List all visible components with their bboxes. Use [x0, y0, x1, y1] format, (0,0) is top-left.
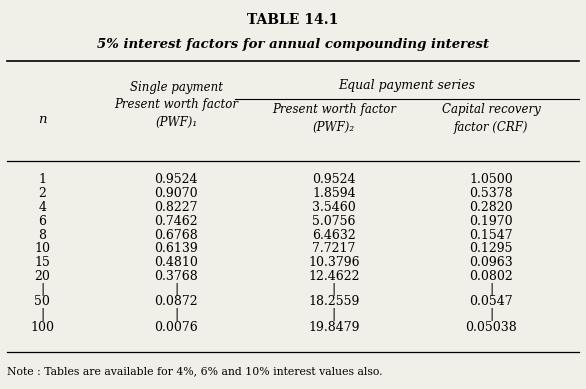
Text: 0.05038: 0.05038	[465, 321, 517, 334]
Text: |: |	[174, 283, 179, 296]
Text: 12.4622: 12.4622	[308, 270, 360, 283]
Text: 4: 4	[38, 201, 46, 214]
Text: Present worth factor: Present worth factor	[114, 98, 239, 111]
Text: (PWF)₂: (PWF)₂	[313, 121, 355, 134]
Text: |: |	[332, 283, 336, 296]
Text: 0.0802: 0.0802	[469, 270, 513, 283]
Text: 3.5460: 3.5460	[312, 201, 356, 214]
Text: 0.1295: 0.1295	[469, 242, 513, 256]
Text: 100: 100	[30, 321, 54, 334]
Text: Present worth factor: Present worth factor	[272, 103, 396, 116]
Text: 5.0756: 5.0756	[312, 215, 356, 228]
Text: n: n	[38, 113, 46, 126]
Text: 15: 15	[34, 256, 50, 269]
Text: 1.0500: 1.0500	[469, 173, 513, 186]
Text: 6: 6	[38, 215, 46, 228]
Text: Capital recovery: Capital recovery	[442, 103, 541, 116]
Text: Note : Tables are available for 4%, 6% and 10% interest values also.: Note : Tables are available for 4%, 6% a…	[7, 366, 383, 376]
Text: 7.7217: 7.7217	[312, 242, 356, 256]
Text: 18.2559: 18.2559	[308, 295, 360, 308]
Text: |: |	[489, 308, 493, 321]
Text: |: |	[174, 308, 179, 321]
Text: 1: 1	[38, 173, 46, 186]
Text: TABLE 14.1: TABLE 14.1	[247, 13, 339, 27]
Text: 0.3768: 0.3768	[155, 270, 198, 283]
Text: 0.6139: 0.6139	[155, 242, 198, 256]
Text: |: |	[40, 308, 45, 321]
Text: 0.9070: 0.9070	[155, 187, 198, 200]
Text: 0.4810: 0.4810	[155, 256, 198, 269]
Text: 0.1970: 0.1970	[469, 215, 513, 228]
Text: 0.2820: 0.2820	[469, 201, 513, 214]
Text: |: |	[332, 308, 336, 321]
Text: 0.0872: 0.0872	[155, 295, 198, 308]
Text: 0.5378: 0.5378	[469, 187, 513, 200]
Text: 0.8227: 0.8227	[155, 201, 198, 214]
Text: 10.3796: 10.3796	[308, 256, 360, 269]
Text: 8: 8	[38, 229, 46, 242]
Text: 19.8479: 19.8479	[308, 321, 360, 334]
Text: (PWF)₁: (PWF)₁	[155, 116, 197, 129]
Text: 0.0547: 0.0547	[469, 295, 513, 308]
Text: 5% interest factors for annual compounding interest: 5% interest factors for annual compoundi…	[97, 38, 489, 51]
Text: 2: 2	[38, 187, 46, 200]
Text: 0.0076: 0.0076	[155, 321, 198, 334]
Text: 0.6768: 0.6768	[155, 229, 198, 242]
Text: |: |	[40, 283, 45, 296]
Text: Equal payment series: Equal payment series	[338, 79, 475, 92]
Text: 10: 10	[34, 242, 50, 256]
Text: factor (CRF): factor (CRF)	[454, 121, 529, 134]
Text: 0.9524: 0.9524	[312, 173, 356, 186]
Text: 0.9524: 0.9524	[155, 173, 198, 186]
Text: Single payment: Single payment	[130, 81, 223, 94]
Text: 0.7462: 0.7462	[155, 215, 198, 228]
Text: 50: 50	[34, 295, 50, 308]
Text: |: |	[489, 283, 493, 296]
Text: 20: 20	[34, 270, 50, 283]
Text: 1.8594: 1.8594	[312, 187, 356, 200]
Text: 0.1547: 0.1547	[469, 229, 513, 242]
Text: 6.4632: 6.4632	[312, 229, 356, 242]
Text: 0.0963: 0.0963	[469, 256, 513, 269]
